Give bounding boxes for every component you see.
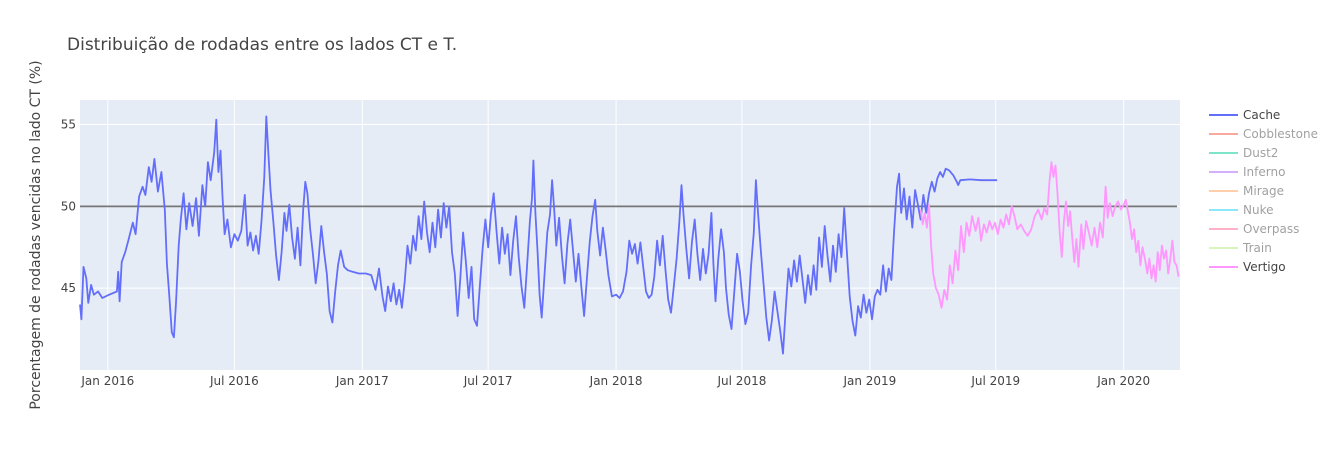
legend-item-train[interactable]: Train: [1209, 241, 1272, 255]
x-tick-label: Jul 2018: [717, 374, 767, 388]
x-axis-ticks: Jan 2016 Jul 2016 Jan 2017 Jul 2017 Jan 2018…: [80, 374, 1150, 388]
legend-item-inferno[interactable]: Inferno: [1209, 165, 1285, 179]
legend-label: Dust2: [1243, 146, 1278, 160]
legend-label: Mirage: [1243, 184, 1284, 198]
legend-label: Nuke: [1243, 203, 1274, 217]
legend-item-cobblestone[interactable]: Cobblestone: [1209, 127, 1318, 141]
legend-item-cache[interactable]: Cache: [1209, 108, 1280, 122]
chart-title: Distribuição de rodadas entre os lados C…: [67, 35, 457, 55]
legend-item-overpass[interactable]: Overpass: [1209, 222, 1299, 236]
series-line-vertigo[interactable]: [919, 161, 1180, 309]
legend-label: Inferno: [1243, 165, 1285, 179]
x-tick-label: Jan 2019: [842, 374, 896, 388]
x-tick-label: Jan 2017: [335, 374, 389, 388]
x-tick-label: Jan 2018: [589, 374, 643, 388]
legend-label: Overpass: [1243, 222, 1299, 236]
series-lines: [79, 115, 1180, 355]
x-tick-label: Jan 2016: [80, 374, 134, 388]
legend-item-mirage[interactable]: Mirage: [1209, 184, 1284, 198]
x-tick-label: Jul 2019: [970, 374, 1020, 388]
legend-label: Train: [1242, 241, 1272, 255]
plot-area[interactable]: [80, 100, 1180, 370]
legend: Cache Cobblestone Dust2 Inferno Mirage Nuke Ov…: [1209, 108, 1318, 274]
y-tick-label: 55: [61, 118, 76, 132]
y-axis-title: Porcentagem de rodadas vencidas no lado …: [28, 60, 44, 409]
y-axis-ticks: 45 50 55: [61, 118, 76, 296]
series-line-cache[interactable]: [79, 115, 998, 355]
x-tick-label: Jul 2016: [209, 374, 259, 388]
y-tick-label: 45: [61, 281, 76, 295]
legend-label: Cache: [1243, 108, 1280, 122]
legend-label: Vertigo: [1243, 260, 1286, 274]
legend-item-nuke[interactable]: Nuke: [1209, 203, 1274, 217]
legend-item-dust2[interactable]: Dust2: [1209, 146, 1278, 160]
x-tick-label: Jan 2020: [1096, 374, 1150, 388]
legend-item-vertigo[interactable]: Vertigo: [1209, 260, 1286, 274]
y-tick-label: 50: [61, 199, 76, 213]
legend-label: Cobblestone: [1243, 127, 1318, 141]
x-tick-label: Jul 2017: [463, 374, 513, 388]
